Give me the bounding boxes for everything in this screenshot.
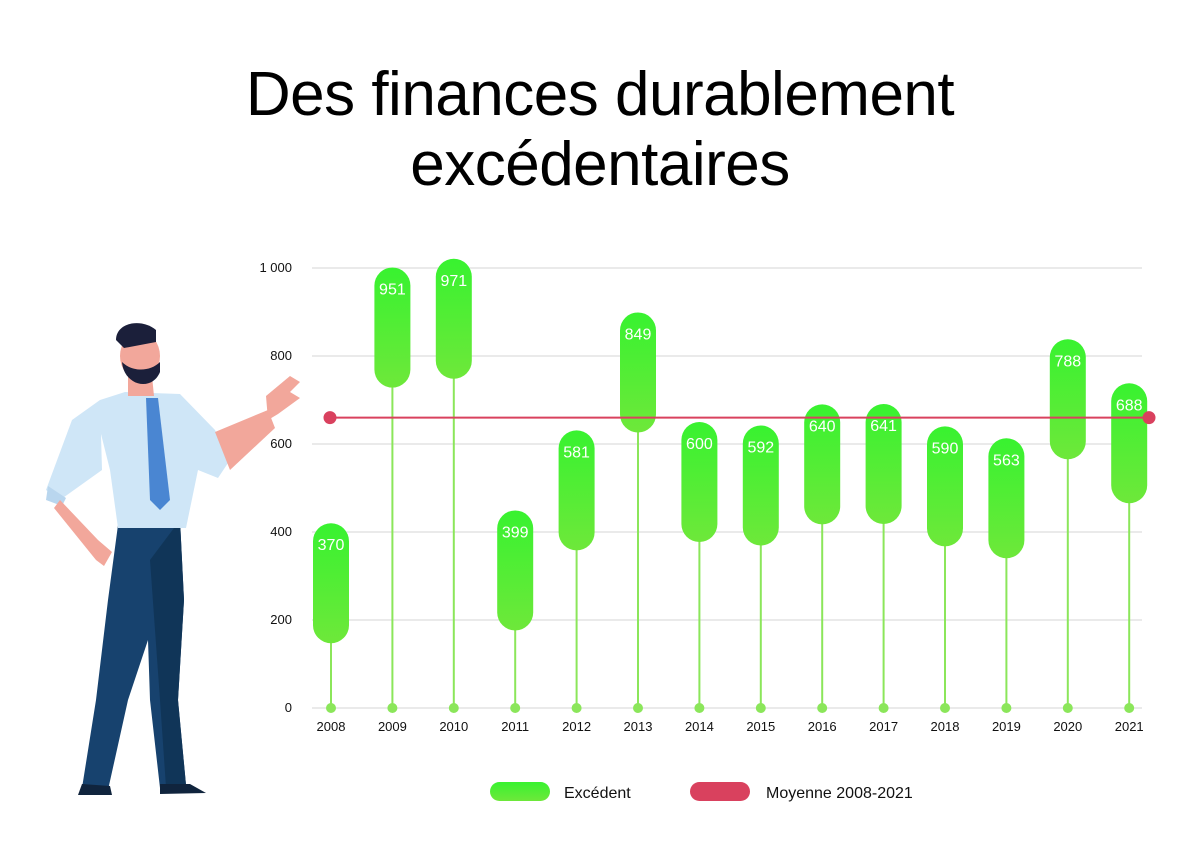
baseline-dot xyxy=(694,703,705,713)
baseline-dot xyxy=(510,703,521,713)
legend: Excédent Moyenne 2008-2021 xyxy=(490,782,913,802)
x-tick-label: 2021 xyxy=(1115,719,1144,734)
data-label: 399 xyxy=(502,524,529,541)
baseline-dot xyxy=(1062,703,1073,713)
bar xyxy=(1111,383,1148,504)
y-tick-label: 400 xyxy=(270,524,292,539)
baseline-dot xyxy=(878,703,889,713)
x-tick-label: 2017 xyxy=(869,719,898,734)
data-label: 971 xyxy=(440,273,467,290)
bar xyxy=(804,404,841,525)
data-label: 581 xyxy=(563,444,590,461)
baseline-dot xyxy=(326,703,336,713)
bar xyxy=(558,430,595,551)
baseline-dot xyxy=(1001,703,1012,713)
title-line-2: excédentaires xyxy=(410,130,790,199)
bar xyxy=(313,523,349,644)
data-label: 370 xyxy=(318,537,345,554)
stems xyxy=(326,376,1135,713)
data-label: 951 xyxy=(379,282,406,299)
data-label: 640 xyxy=(809,418,836,435)
x-tick-label: 2018 xyxy=(931,719,960,734)
legend-label-excedent: Excédent xyxy=(564,785,631,802)
bar xyxy=(1049,339,1086,460)
title-line-1: Des finances durablement xyxy=(245,60,955,129)
baseline-dot xyxy=(633,703,643,713)
businessman-illustration xyxy=(46,323,300,795)
baseline-dot xyxy=(387,703,398,713)
average-line-group xyxy=(323,411,1156,425)
x-tick-label: 2011 xyxy=(501,719,529,734)
legend-swatch-moyenne xyxy=(690,782,750,801)
legend-label-moyenne: Moyenne 2008-2021 xyxy=(766,785,913,802)
data-label: 641 xyxy=(870,418,897,435)
x-tick-label: 2008 xyxy=(317,719,346,734)
data-label: 590 xyxy=(932,440,959,457)
x-tick-label: 2013 xyxy=(624,719,653,734)
y-tick-label: 200 xyxy=(270,612,292,627)
y-tick-label: 800 xyxy=(270,348,292,363)
average-line-end-dot xyxy=(1142,411,1156,425)
baseline-dot xyxy=(448,703,459,713)
baseline-dot xyxy=(940,703,950,713)
x-tick-label: 2019 xyxy=(992,719,1021,734)
bar xyxy=(497,510,534,631)
y-tick-label: 0 xyxy=(285,700,292,715)
x-tick-label: 2010 xyxy=(439,719,468,734)
value-labels: 370 951 971 399 581 849 600 592 640 641 590 563 788 6… xyxy=(318,273,1143,554)
bar xyxy=(865,403,902,524)
baseline-dot xyxy=(571,703,582,713)
x-axis-ticks: 2008 2009 2010 2011 2012 2013 2014 2015 2016 2017… xyxy=(317,719,1144,734)
bar xyxy=(681,422,718,542)
bar xyxy=(374,267,411,388)
average-line-start-dot xyxy=(323,411,337,425)
x-tick-label: 2016 xyxy=(808,719,837,734)
baseline-dot xyxy=(1124,703,1135,713)
y-tick-label: 1 000 xyxy=(259,260,292,275)
bar xyxy=(435,258,472,379)
bars xyxy=(313,258,1148,644)
x-tick-label: 2012 xyxy=(562,719,591,734)
x-tick-label: 2014 xyxy=(685,719,714,734)
bar xyxy=(620,312,656,433)
data-label: 788 xyxy=(1054,353,1081,370)
data-label: 563 xyxy=(993,452,1020,469)
y-tick-label: 600 xyxy=(270,436,292,451)
data-label: 849 xyxy=(625,326,652,343)
x-tick-label: 2020 xyxy=(1053,719,1082,734)
x-tick-label: 2015 xyxy=(746,719,775,734)
chart-title: Des finances durablement excédentaires xyxy=(0,60,1200,200)
baseline-dot xyxy=(817,703,828,713)
legend-swatch-excedent xyxy=(490,782,550,801)
data-label: 592 xyxy=(747,440,774,457)
y-axis-ticks: 0 200 400 600 800 1 000 xyxy=(259,260,292,715)
bar xyxy=(988,438,1025,559)
data-label: 600 xyxy=(686,436,713,453)
data-label: 688 xyxy=(1116,397,1143,414)
baseline-dot xyxy=(755,703,766,713)
bar xyxy=(927,426,963,547)
bar xyxy=(742,425,779,546)
x-tick-label: 2009 xyxy=(378,719,407,734)
